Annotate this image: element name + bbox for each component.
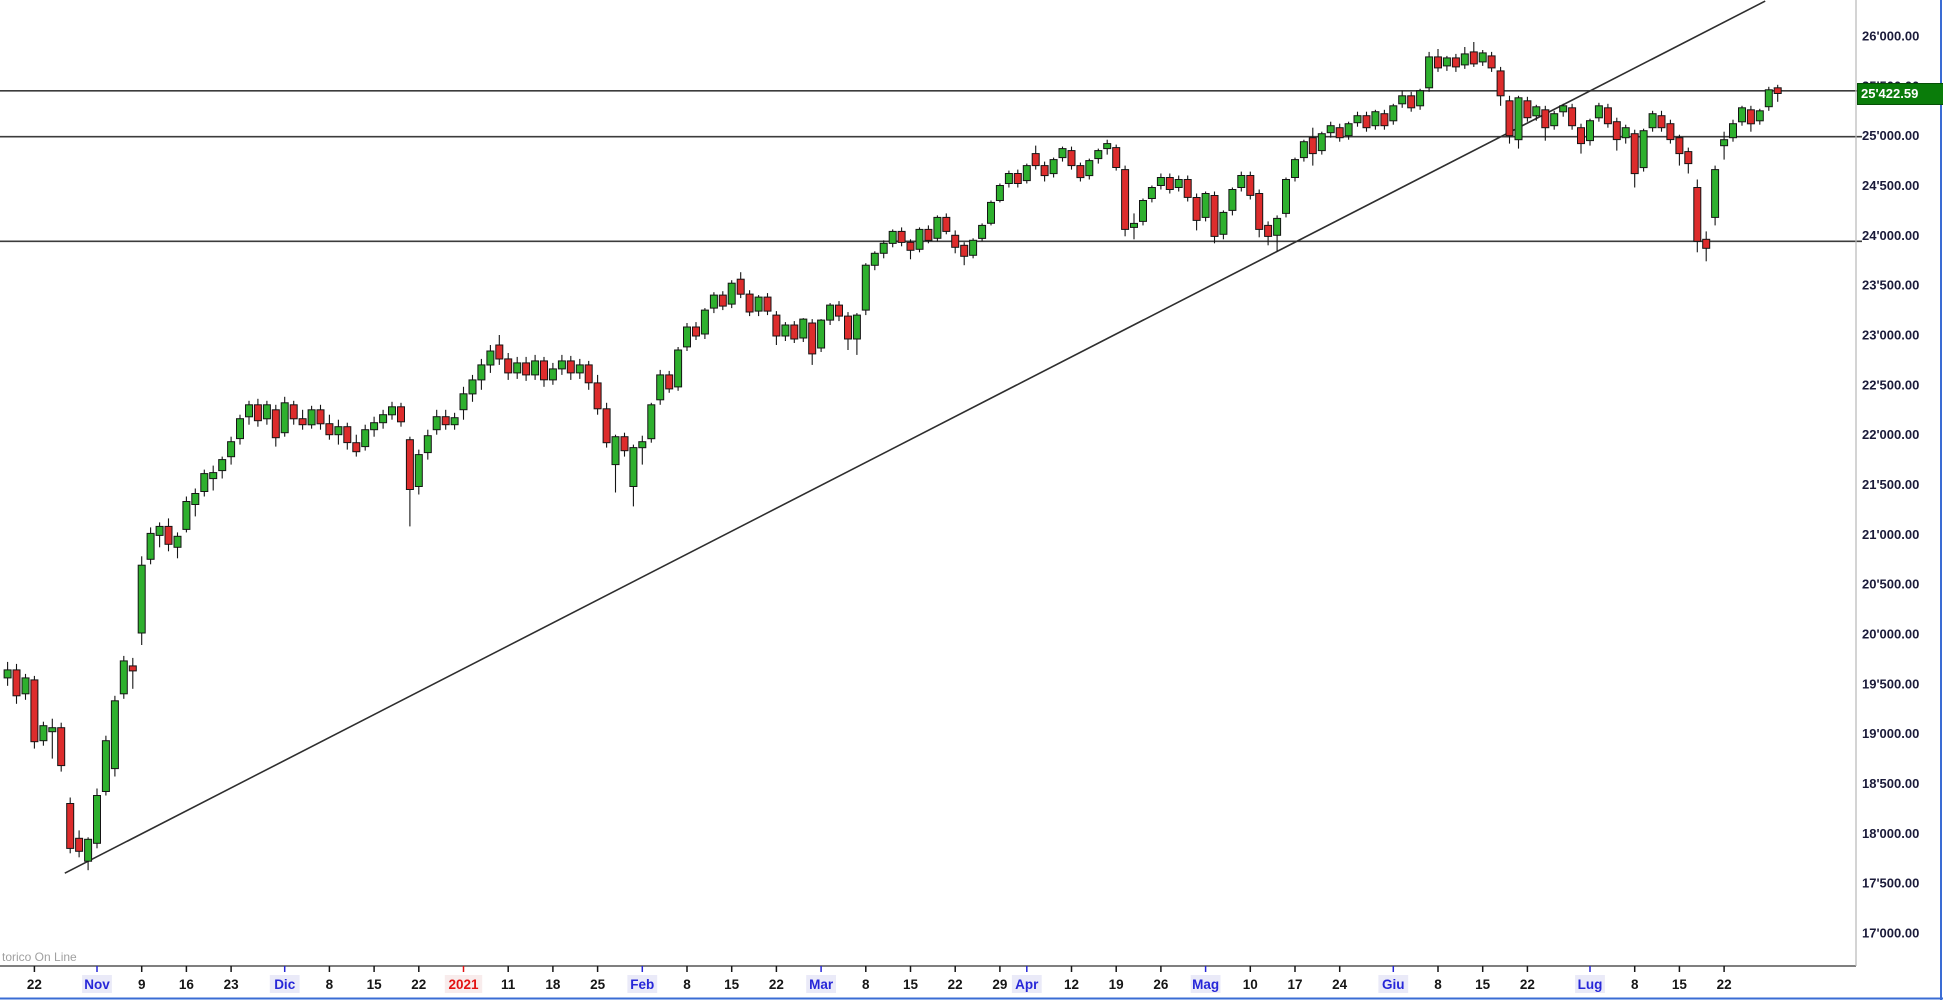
candles-layer	[3, 42, 1782, 871]
svg-text:22: 22	[1717, 977, 1732, 992]
svg-text:15: 15	[903, 977, 919, 992]
svg-text:22: 22	[948, 977, 963, 992]
svg-text:15: 15	[1475, 977, 1491, 992]
svg-text:15: 15	[1672, 977, 1688, 992]
svg-text:21'500.00: 21'500.00	[1862, 477, 1919, 492]
svg-text:23'000.00: 23'000.00	[1862, 328, 1919, 343]
svg-text:8: 8	[862, 977, 870, 992]
svg-text:21'000.00: 21'000.00	[1862, 527, 1919, 542]
svg-text:22'000.00: 22'000.00	[1862, 427, 1919, 442]
svg-text:22: 22	[411, 977, 426, 992]
svg-text:22: 22	[769, 977, 784, 992]
svg-text:24: 24	[1332, 977, 1348, 992]
svg-text:20'000.00: 20'000.00	[1862, 627, 1919, 642]
svg-text:24'000.00: 24'000.00	[1862, 228, 1919, 243]
svg-text:26'000.00: 26'000.00	[1862, 29, 1919, 44]
svg-text:25'000.00: 25'000.00	[1862, 128, 1919, 143]
svg-text:8: 8	[326, 977, 334, 992]
svg-text:29: 29	[992, 977, 1007, 992]
svg-text:2021: 2021	[448, 977, 479, 992]
svg-text:22: 22	[1520, 977, 1535, 992]
svg-text:17: 17	[1287, 977, 1302, 992]
svg-text:Apr: Apr	[1015, 977, 1039, 992]
svg-text:24'500.00: 24'500.00	[1862, 178, 1919, 193]
svg-text:16: 16	[179, 977, 195, 992]
watermark: torico On Line	[2, 950, 77, 964]
svg-text:8: 8	[1434, 977, 1442, 992]
svg-text:25: 25	[590, 977, 606, 992]
svg-text:11: 11	[501, 977, 516, 992]
svg-text:Mar: Mar	[809, 977, 834, 992]
svg-text:15: 15	[367, 977, 383, 992]
svg-text:Dic: Dic	[274, 977, 296, 992]
time-axis: 22 Nov 9 16 23 Dic 8 15 22 2021 11 18 25 Feb 8 15 22 Mar 8…	[27, 966, 1732, 993]
svg-text:10: 10	[1243, 977, 1258, 992]
svg-text:8: 8	[683, 977, 691, 992]
svg-text:Feb: Feb	[630, 977, 654, 992]
svg-text:18'000.00: 18'000.00	[1862, 826, 1919, 841]
svg-text:18: 18	[545, 977, 561, 992]
last-price-badge: 25'422.59	[1857, 83, 1943, 105]
svg-text:17'500.00: 17'500.00	[1862, 876, 1919, 891]
svg-text:Giu: Giu	[1382, 977, 1405, 992]
svg-text:19: 19	[1109, 977, 1124, 992]
svg-text:22: 22	[27, 977, 42, 992]
svg-text:20'500.00: 20'500.00	[1862, 577, 1919, 592]
svg-text:12: 12	[1064, 977, 1079, 992]
svg-text:8: 8	[1631, 977, 1639, 992]
svg-text:22'500.00: 22'500.00	[1862, 377, 1919, 392]
svg-text:17'000.00: 17'000.00	[1862, 926, 1919, 941]
ascending-trendline	[64, 0, 1766, 874]
svg-text:Mag: Mag	[1192, 977, 1219, 992]
svg-text:23'500.00: 23'500.00	[1862, 278, 1919, 293]
svg-text:Nov: Nov	[84, 977, 110, 992]
svg-text:9: 9	[138, 977, 146, 992]
svg-text:19'000.00: 19'000.00	[1862, 726, 1919, 741]
svg-text:26: 26	[1153, 977, 1169, 992]
svg-text:18'500.00: 18'500.00	[1862, 776, 1919, 791]
svg-text:Lug: Lug	[1578, 977, 1603, 992]
svg-text:19'500.00: 19'500.00	[1862, 676, 1919, 691]
price-axis: 26'000.0025'500.0025'000.0024'500.0024'0…	[1862, 29, 1919, 941]
horizontal-level-lines	[0, 89, 1862, 243]
svg-text:15: 15	[724, 977, 740, 992]
svg-text:23: 23	[224, 977, 240, 992]
